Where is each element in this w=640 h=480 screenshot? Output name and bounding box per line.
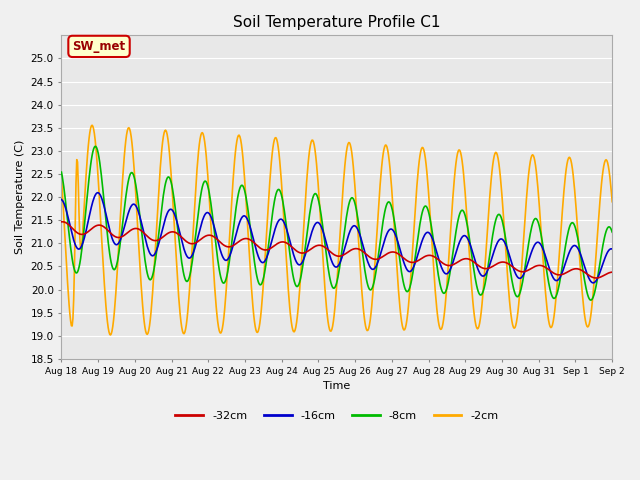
Title: Soil Temperature Profile C1: Soil Temperature Profile C1 bbox=[233, 15, 440, 30]
Y-axis label: Soil Temperature (C): Soil Temperature (C) bbox=[15, 140, 25, 254]
Text: SW_met: SW_met bbox=[72, 40, 125, 53]
X-axis label: Time: Time bbox=[323, 381, 351, 391]
Legend: -32cm, -16cm, -8cm, -2cm: -32cm, -16cm, -8cm, -2cm bbox=[171, 407, 503, 425]
